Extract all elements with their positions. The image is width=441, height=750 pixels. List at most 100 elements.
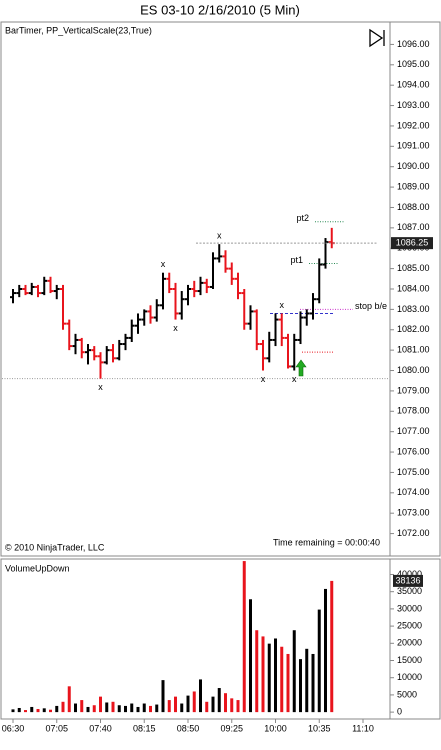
- x-tick-label: 07:40: [89, 723, 112, 733]
- volume-bar: [36, 709, 40, 713]
- volume-bar: [99, 696, 102, 713]
- volume-bar: [161, 680, 165, 713]
- x-tick-label: 11:10: [352, 723, 374, 733]
- volume-bar: [292, 630, 296, 713]
- y-tick-label: 40000: [397, 569, 422, 579]
- volume-bar: [142, 703, 146, 713]
- level-label: pt2: [296, 213, 309, 223]
- pivot-marker: x: [98, 382, 103, 392]
- y-tick-label: 1083.00: [397, 304, 430, 314]
- volume-bar: [55, 705, 59, 713]
- volume-bar: [217, 688, 221, 713]
- y-tick-label: 1092.00: [397, 120, 430, 130]
- y-tick-label: 1089.00: [397, 181, 430, 191]
- volume-bar: [267, 643, 271, 713]
- volume-bar: [130, 703, 134, 713]
- volume-bar: [61, 701, 65, 713]
- volume-bar: [49, 709, 52, 713]
- y-tick-label: 15000: [397, 655, 422, 665]
- volume-bar: [286, 653, 290, 713]
- volume-bar: [67, 686, 71, 713]
- volume-bar: [92, 705, 96, 713]
- pivot-marker: x: [292, 374, 297, 384]
- volume-bar: [117, 705, 121, 713]
- level-label: pt1: [290, 255, 303, 265]
- volume-bar: [224, 693, 227, 713]
- volume-bar: [174, 696, 177, 713]
- volume-bar: [80, 700, 84, 713]
- volume-bar: [199, 679, 202, 713]
- volume-bar: [324, 588, 327, 713]
- volume-bar: [299, 659, 302, 713]
- last-volume-label: 38136: [395, 575, 420, 585]
- volume-bar: [242, 561, 246, 713]
- pivot-marker: x: [161, 259, 166, 269]
- volume-bar: [74, 703, 77, 713]
- x-tick-label: 08:15: [133, 723, 156, 733]
- y-tick-label: 1079.00: [397, 385, 430, 395]
- y-tick-label: 1084.00: [397, 283, 430, 293]
- y-tick-label: 0: [397, 706, 402, 716]
- y-tick-label: 1090.00: [397, 161, 430, 171]
- y-tick-label: 1085.00: [397, 263, 430, 273]
- pivot-marker: x: [261, 374, 266, 384]
- volume-panel: [0, 558, 441, 720]
- y-tick-label: 1082.00: [397, 324, 430, 334]
- y-tick-label: 1075.00: [397, 467, 430, 477]
- volume-bar: [30, 706, 34, 713]
- y-tick-label: 1094.00: [397, 80, 430, 90]
- last-volume-box: [393, 574, 423, 587]
- volume-bar: [136, 706, 140, 713]
- volume-bar: [192, 691, 196, 713]
- y-tick-label: 30000: [397, 603, 422, 613]
- entry-arrow: [295, 359, 307, 377]
- y-tick-label: 25000: [397, 620, 422, 630]
- volume-bar: [255, 630, 259, 713]
- volume-bar: [111, 701, 115, 713]
- level-label: stop b/e: [355, 301, 387, 311]
- volume-bar: [205, 701, 209, 713]
- panel-toggle-icon[interactable]: [369, 28, 385, 48]
- volume-bar: [24, 710, 27, 713]
- indicator-label: BarTimer, PP_VerticalScale(23,True): [5, 25, 152, 35]
- volume-bar: [155, 704, 159, 713]
- volume-bar: [180, 703, 184, 713]
- x-tick-label: 10:35: [308, 723, 331, 733]
- chart-title: ES 03-10 2/16/2010 (5 Min): [140, 2, 300, 17]
- volume-bar: [149, 705, 152, 713]
- pivot-marker: x: [217, 231, 222, 241]
- last-price-box: [391, 237, 433, 250]
- y-tick-label: 1077.00: [397, 426, 430, 436]
- volume-bar: [305, 648, 309, 713]
- volume-bar: [274, 638, 277, 713]
- volume-bar: [17, 707, 21, 713]
- x-tick-label: 06:30: [2, 723, 25, 733]
- pivot-marker: x: [280, 300, 285, 310]
- volume-bar: [280, 646, 284, 713]
- y-tick-label: 1091.00: [397, 141, 430, 151]
- time-remaining: Time remaining = 00:00:40: [273, 537, 380, 547]
- volume-bar: [236, 700, 240, 713]
- x-tick-label: 08:50: [177, 723, 200, 733]
- volume-bar: [105, 702, 109, 713]
- x-tick-label: 07:05: [45, 723, 68, 733]
- last-price-label: 1086.25: [396, 238, 429, 248]
- icon-triangle[interactable]: [369, 28, 384, 48]
- volume-bar: [186, 695, 190, 713]
- y-tick-label: 20000: [397, 638, 422, 648]
- volume-bar: [124, 705, 127, 713]
- y-tick-label: 1072.00: [397, 528, 430, 538]
- y-tick-label: 1093.00: [397, 100, 430, 110]
- volume-bar: [330, 580, 334, 713]
- y-tick-label: 1081.00: [397, 345, 430, 355]
- y-tick-label: 1078.00: [397, 406, 430, 416]
- x-tick-label: 09:25: [220, 723, 243, 733]
- y-tick-label: 1096.00: [397, 39, 430, 49]
- y-tick-label: 1088.00: [397, 202, 430, 212]
- volume-bar: [230, 698, 234, 713]
- y-tick-label: 1073.00: [397, 508, 430, 518]
- copyright: © 2010 NinjaTrader, LLC: [5, 542, 105, 552]
- volume-bar: [249, 599, 252, 713]
- y-tick-label: 35000: [397, 586, 422, 596]
